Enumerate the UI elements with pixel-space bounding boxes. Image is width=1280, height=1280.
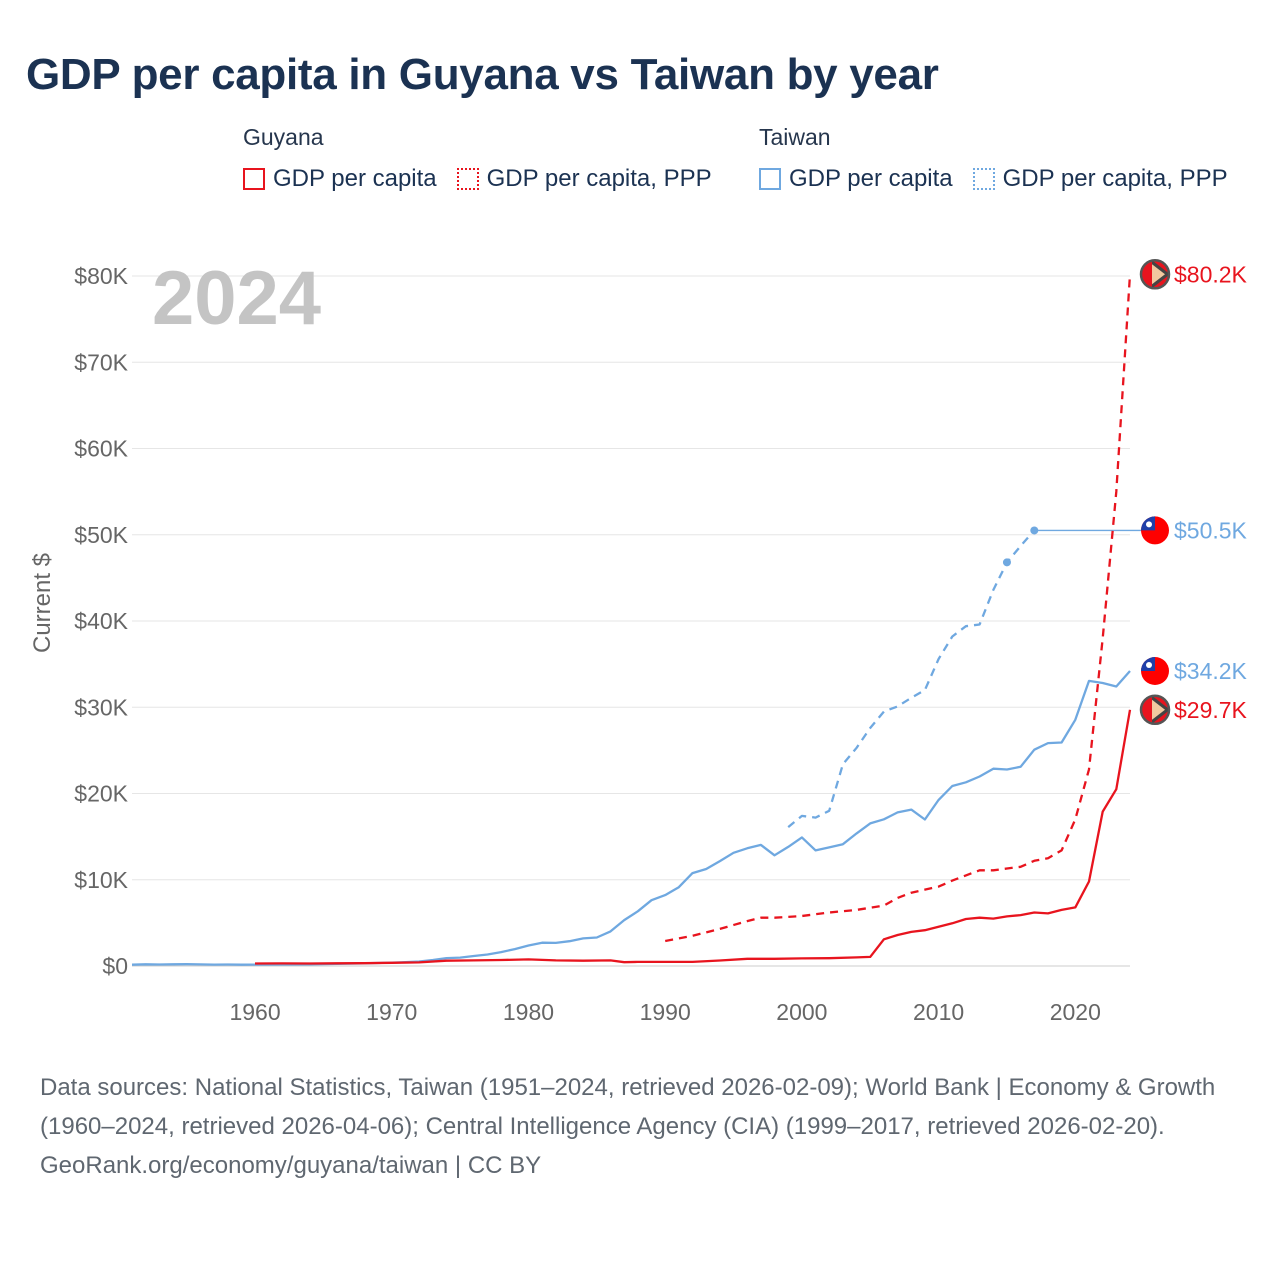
- flag-triangle-inner: [1152, 699, 1165, 720]
- legend-guyana-gdp[interactable]: GDP per capita: [243, 165, 437, 193]
- x-tick-label: 1980: [503, 999, 554, 1025]
- legend-country-taiwan: Taiwan: [759, 124, 831, 150]
- y-tick-label: $30K: [74, 694, 128, 720]
- flag-ring: [1139, 259, 1171, 290]
- y-tick-label: $20K: [74, 781, 128, 807]
- legend-swatch-dotted: [456, 168, 479, 190]
- flag-guyana-icon: [1139, 259, 1171, 290]
- x-tick-label: 2000: [776, 999, 827, 1025]
- y-axis-label: Current $: [29, 553, 56, 653]
- x-tick-label: 2020: [1050, 999, 1101, 1025]
- data-point-marker: [1002, 558, 1011, 567]
- x-tick-label: 1990: [640, 999, 691, 1025]
- current-year-label: 2024: [152, 256, 321, 341]
- chart-title: GDP per capita in Guyana vs Taiwan by ye…: [26, 50, 939, 99]
- flag-guyana-icon: [1139, 694, 1171, 726]
- flag-sun: [1146, 662, 1152, 668]
- legend-taiwan: Taiwan GDP per capita GDP per capita, PP…: [759, 124, 1228, 193]
- legend-label: GDP per capita: [789, 165, 953, 192]
- flag-ring: [1139, 694, 1171, 726]
- line-chart: $0$10K$20K$30K$40K$50K$60K$70K$80K 1960 1…: [29, 256, 1248, 1025]
- legend-label: GDP per capita, PPP: [486, 165, 712, 192]
- credit-line: GeoRank.org/economy/guyana/taiwan | CC B…: [40, 1152, 542, 1179]
- legend-swatch-dotted: [972, 168, 995, 190]
- series-line-guyana-gdp: [254, 709, 1132, 965]
- end-value-label: $34.2K: [1174, 658, 1248, 684]
- y-tick-label: $60K: [74, 436, 128, 462]
- series-line-taiwan-gdp: [131, 670, 1131, 966]
- end-value-label: $29.7K: [1174, 697, 1248, 723]
- y-axis: $0 $10K $20K $30K $40K $50K $60K $70K $80K: [74, 263, 128, 979]
- series-lines: [131, 274, 1155, 966]
- y-tick-label: $40K: [74, 608, 128, 634]
- legend-taiwan-gdp[interactable]: GDP per capita: [759, 165, 953, 193]
- y-tick-label: $0: [102, 953, 128, 979]
- end-value-label: $50.5K: [1174, 517, 1248, 543]
- legend-country-guyana: Guyana: [243, 124, 324, 150]
- end-labels: $34.2K $50.5K $29.7K $80.2K: [1139, 259, 1248, 726]
- flag-taiwan-icon: [1141, 657, 1169, 685]
- legend-taiwan-gdp-ppp[interactable]: GDP per capita, PPP: [972, 165, 1228, 193]
- data-sources: Data sources: National Statistics, Taiwa…: [40, 1074, 1216, 1140]
- series-line-guyana-ppp: [664, 274, 1132, 943]
- legend-guyana-gdp-ppp[interactable]: GDP per capita, PPP: [456, 165, 712, 193]
- y-tick-label: $50K: [74, 522, 128, 548]
- x-axis: 1960 1970 1980 1990 2000 2010 2020: [229, 999, 1100, 1025]
- x-tick-label: 1960: [229, 999, 280, 1025]
- series-line-taiwan-ppp: [787, 529, 1036, 828]
- legend-label: GDP per capita, PPP: [1002, 165, 1228, 192]
- y-tick-label: $70K: [74, 349, 128, 375]
- legend-swatch-solid: [243, 168, 265, 190]
- y-tick-label: $80K: [74, 263, 128, 289]
- end-value-label: $80.2K: [1174, 261, 1248, 287]
- flag-sun: [1146, 521, 1152, 528]
- y-tick-label: $10K: [74, 867, 128, 893]
- footer: Data sources: National Statistics, Taiwa…: [40, 1068, 1240, 1185]
- x-tick-label: 2010: [913, 999, 964, 1025]
- legend-swatch-solid: [759, 168, 781, 190]
- flag-triangle-inner: [1152, 264, 1165, 285]
- grid-lines: [132, 275, 1130, 967]
- x-tick-label: 1970: [366, 999, 417, 1025]
- legend-guyana: Guyana GDP per capita GDP per capita, PP…: [243, 124, 712, 193]
- legend-label: GDP per capita: [273, 165, 437, 192]
- flag-taiwan-icon: [1141, 516, 1169, 545]
